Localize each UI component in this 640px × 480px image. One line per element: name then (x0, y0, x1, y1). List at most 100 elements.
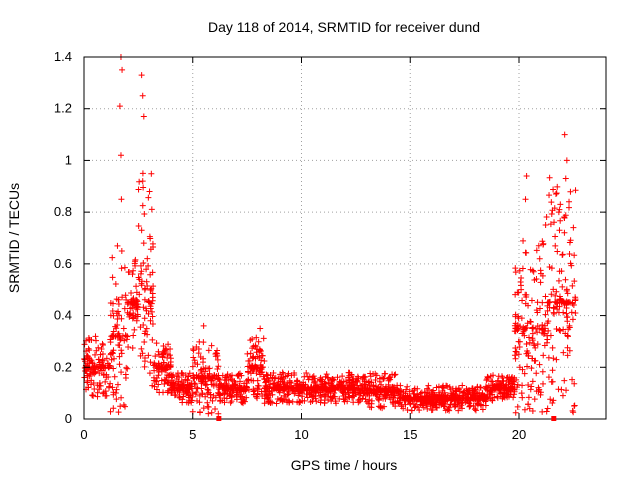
data-point (391, 372, 398, 379)
data-point (204, 386, 211, 393)
data-point (566, 239, 573, 246)
data-point (229, 372, 236, 379)
data-point (537, 267, 544, 274)
data-point (534, 329, 541, 336)
y-tick-label: 0.8 (54, 204, 72, 219)
data-point (109, 332, 116, 339)
data-point (559, 392, 566, 399)
data-point (172, 391, 179, 398)
data-point (539, 272, 546, 279)
data-point (124, 365, 131, 372)
data-point (552, 191, 559, 198)
data-point (566, 324, 573, 331)
data-point (350, 379, 357, 386)
data-point (98, 346, 105, 353)
data-point (569, 316, 576, 323)
x-axis-label: GPS time / hours (291, 457, 398, 473)
data-point (264, 394, 271, 401)
data-point (329, 376, 336, 383)
data-point (101, 364, 108, 371)
data-point (262, 388, 269, 395)
data-point (116, 334, 123, 341)
data-point (285, 385, 292, 392)
data-point (96, 386, 103, 393)
data-point (410, 396, 417, 403)
data-point (471, 394, 478, 401)
data-point (375, 403, 382, 410)
data-point (559, 283, 566, 290)
data-point (206, 375, 213, 382)
data-point (515, 338, 522, 345)
data-point (112, 281, 119, 288)
data-point (122, 332, 129, 339)
data-point (519, 382, 526, 389)
data-point (367, 370, 374, 377)
data-point (279, 369, 286, 376)
x-tick-label: 0 (80, 427, 87, 442)
data-point (244, 350, 251, 357)
data-point (572, 310, 579, 317)
data-point (519, 297, 526, 304)
data-point (350, 393, 357, 400)
data-point (130, 314, 137, 321)
data-point (130, 332, 137, 339)
data-point (440, 382, 447, 389)
y-tick-label: 0.6 (54, 256, 72, 271)
data-point (381, 370, 388, 377)
data-point (293, 378, 300, 385)
data-point (544, 405, 551, 412)
data-point (344, 384, 351, 391)
data-point (99, 342, 106, 349)
data-point (141, 296, 148, 303)
data-point (535, 384, 542, 391)
data-point (241, 386, 248, 393)
data-point (336, 382, 343, 389)
data-point (372, 377, 379, 384)
data-point (81, 341, 88, 348)
data-point (490, 372, 497, 379)
data-point (176, 393, 183, 400)
data-point (399, 388, 406, 395)
data-point (185, 373, 192, 380)
data-point (84, 378, 91, 385)
data-point (269, 384, 276, 391)
data-point (458, 402, 465, 409)
data-point (545, 374, 552, 381)
y-tick-label: 1 (65, 152, 72, 167)
data-point (221, 395, 228, 402)
data-point (286, 398, 293, 405)
data-point (137, 270, 144, 277)
data-point (239, 399, 246, 406)
data-point (551, 219, 558, 226)
data-point (200, 322, 207, 329)
data-point (559, 251, 566, 258)
data-point (90, 380, 97, 387)
data-point (328, 376, 335, 383)
data-point (336, 395, 343, 402)
data-point (161, 380, 168, 387)
data-point (370, 383, 377, 390)
data-point (186, 391, 193, 398)
data-point (135, 223, 142, 230)
data-point (546, 299, 553, 306)
data-point (340, 384, 347, 391)
data-point (186, 370, 193, 377)
data-point (153, 386, 160, 393)
data-point (195, 350, 202, 357)
data-point (562, 330, 569, 337)
data-point (396, 387, 403, 394)
data-point (505, 393, 512, 400)
data-point (102, 378, 109, 385)
data-point (550, 304, 557, 311)
data-point (525, 401, 532, 408)
data-point (110, 405, 117, 412)
data-point (149, 321, 156, 328)
data-point (196, 338, 203, 345)
data-point (475, 396, 482, 403)
data-point (548, 199, 555, 206)
data-point (213, 349, 220, 356)
data-point (437, 395, 444, 402)
data-point (528, 383, 535, 390)
data-point (540, 330, 547, 337)
data-point (255, 382, 262, 389)
